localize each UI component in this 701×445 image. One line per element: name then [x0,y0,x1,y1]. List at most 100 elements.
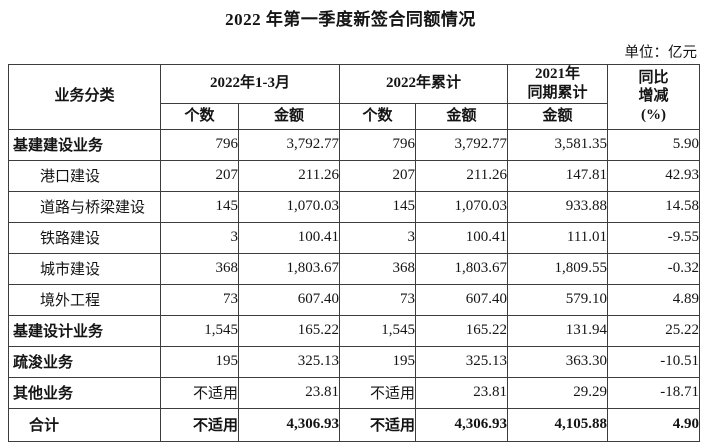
cell-prior-amount: 29.29 [507,376,609,409]
cell-cum-count: 不适用 [339,407,416,442]
cell-cum-amount: 165.22 [414,314,509,347]
cell-cum-amount: 100.41 [414,221,509,254]
cell-yoy-change: -18.71 [607,376,701,409]
cell-q1-count: 不适用 [160,376,239,409]
table-row-other-business: 其他业务 不适用 23.81 不适用 23.81 29.29 -18.71 [8,376,701,409]
cell-cum-amount: 23.81 [414,376,509,409]
cell-q1-amount: 607.40 [238,283,340,316]
table-row-railway-construction: 铁路建设 3 100.41 3 100.41 111.01 -9.55 [8,221,701,254]
cell-prior-amount: 131.94 [507,314,609,347]
cell-cum-amount: 325.13 [414,345,509,378]
header-category: 业务分类 [8,64,161,130]
cell-prior-amount: 1,809.55 [507,252,609,285]
cell-q1-count: 不适用 [160,407,239,442]
cell-yoy-change: 5.90 [607,128,701,161]
cell-q1-count: 3 [160,221,239,254]
cell-q1-count: 796 [160,128,239,161]
cell-prior-amount: 933.88 [507,190,609,223]
cell-yoy-change: 14.58 [607,190,701,223]
cell-cum-count: 796 [339,128,416,161]
table-body: 基建建设业务 796 3,792.77 796 3,792.77 3,581.3… [8,128,701,442]
cell-prior-amount: 579.10 [507,283,609,316]
header-prior-period: 2021年 同期累计 [507,64,609,104]
cell-cum-amount: 607.40 [414,283,509,316]
table-row-total: 合计 不适用 4,306.93 不适用 4,306.93 4,105.88 4.… [8,407,701,442]
cell-prior-amount: 4,105.88 [507,407,609,442]
header-prior-period-line1: 2021年 [535,66,581,82]
cell-q1-count: 207 [160,159,239,192]
row-label: 合计 [8,407,161,442]
cell-cum-count: 3 [339,221,416,254]
row-label: 境外工程 [8,283,161,316]
table-row-port-construction: 港口建设 207 211.26 207 211.26 147.81 42.93 [8,159,701,192]
cell-cum-count: 195 [339,345,416,378]
row-label: 基建建设业务 [8,128,161,161]
header-yoy-line3: (%) [641,107,667,124]
header-period-cumulative: 2022年累计 [338,64,509,104]
cell-q1-amount: 165.22 [238,314,340,347]
header-yoy-line1: 同比 [638,69,669,86]
header-row-groups: 业务分类 2022年1-3月 2022年累计 2021年 同期累计 同比 增减 … [8,64,701,130]
table-row-infrastructure-design: 基建设计业务 1,545 165.22 1,545 165.22 131.94 … [8,314,701,347]
row-label: 其他业务 [8,376,161,409]
row-label: 城市建设 [8,252,161,285]
cell-cum-amount: 1,803.67 [414,252,509,285]
row-label: 疏浚业务 [8,345,161,378]
header-count-cumulative: 个数 [339,102,416,130]
cell-cum-amount: 1,070.03 [414,190,509,223]
cell-q1-amount: 325.13 [238,345,340,378]
cell-yoy-change: 4.89 [607,283,701,316]
cell-q1-count: 73 [160,283,239,316]
row-label: 道路与桥梁建设 [8,190,161,223]
header-count-q1: 个数 [160,102,239,130]
page-title: 2022 年第一季度新签合同额情况 [225,10,476,29]
table-header: 业务分类 2022年1-3月 2022年累计 2021年 同期累计 同比 增减 … [8,64,701,130]
cell-cum-amount: 211.26 [414,159,509,192]
header-row-subcolumns: 个数 金额 个数 金额 金额 [9,102,700,130]
cell-yoy-change: 42.93 [607,159,701,192]
table-row-infrastructure-construction: 基建建设业务 796 3,792.77 796 3,792.77 3,581.3… [8,128,701,161]
header-yoy-line2: 增减 [638,88,669,105]
cell-yoy-change: 4.90 [607,407,701,442]
table-row-overseas-projects: 境外工程 73 607.40 73 607.40 579.10 4.89 [8,283,701,316]
cell-yoy-change: -9.55 [607,221,701,254]
unit-label: 单位：亿元 [624,45,698,61]
contract-amount-table: 业务分类 2022年1-3月 2022年累计 2021年 同期累计 同比 增减 … [8,64,701,442]
cell-prior-amount: 111.01 [507,221,609,254]
header-yoy-change: 同比 增减 (%) [607,64,701,130]
cell-q1-amount: 211.26 [238,159,340,192]
table-row-road-bridge-construction: 道路与桥梁建设 145 1,070.03 145 1,070.03 933.88… [8,190,701,223]
header-prior-period-line2: 同期累计 [527,84,588,101]
cell-cum-count: 不适用 [339,376,416,409]
cell-cum-count: 207 [339,159,416,192]
cell-cum-count: 368 [339,252,416,285]
cell-yoy-change: -0.32 [607,252,701,285]
cell-cum-count: 1,545 [339,314,416,347]
cell-q1-amount: 100.41 [238,221,340,254]
table-row-dredging: 疏浚业务 195 325.13 195 325.13 363.30 -10.51 [8,345,701,378]
header-period-q1: 2022年1-3月 [160,64,340,104]
cell-q1-amount: 3,792.77 [238,128,340,161]
cell-q1-amount: 1,803.67 [238,252,340,285]
table-row-urban-construction: 城市建设 368 1,803.67 368 1,803.67 1,809.55 … [8,252,701,285]
cell-cum-count: 73 [339,283,416,316]
cell-q1-amount: 4,306.93 [238,407,340,442]
cell-cum-amount: 3,792.77 [414,128,509,161]
cell-prior-amount: 363.30 [507,345,609,378]
cell-prior-amount: 3,581.35 [507,128,609,161]
cell-q1-count: 195 [160,345,239,378]
cell-q1-count: 145 [160,190,239,223]
header-amount-q1: 金额 [238,102,340,130]
cell-q1-count: 1,545 [160,314,239,347]
cell-yoy-change: 25.22 [607,314,701,347]
cell-q1-amount: 1,070.03 [238,190,340,223]
row-label: 基建设计业务 [8,314,161,347]
cell-q1-count: 368 [160,252,239,285]
cell-cum-count: 145 [339,190,416,223]
cell-prior-amount: 147.81 [507,159,609,192]
header-amount-prior: 金额 [507,102,609,130]
cell-cum-amount: 4,306.93 [414,407,509,442]
cell-q1-amount: 23.81 [238,376,340,409]
row-label: 港口建设 [8,159,161,192]
